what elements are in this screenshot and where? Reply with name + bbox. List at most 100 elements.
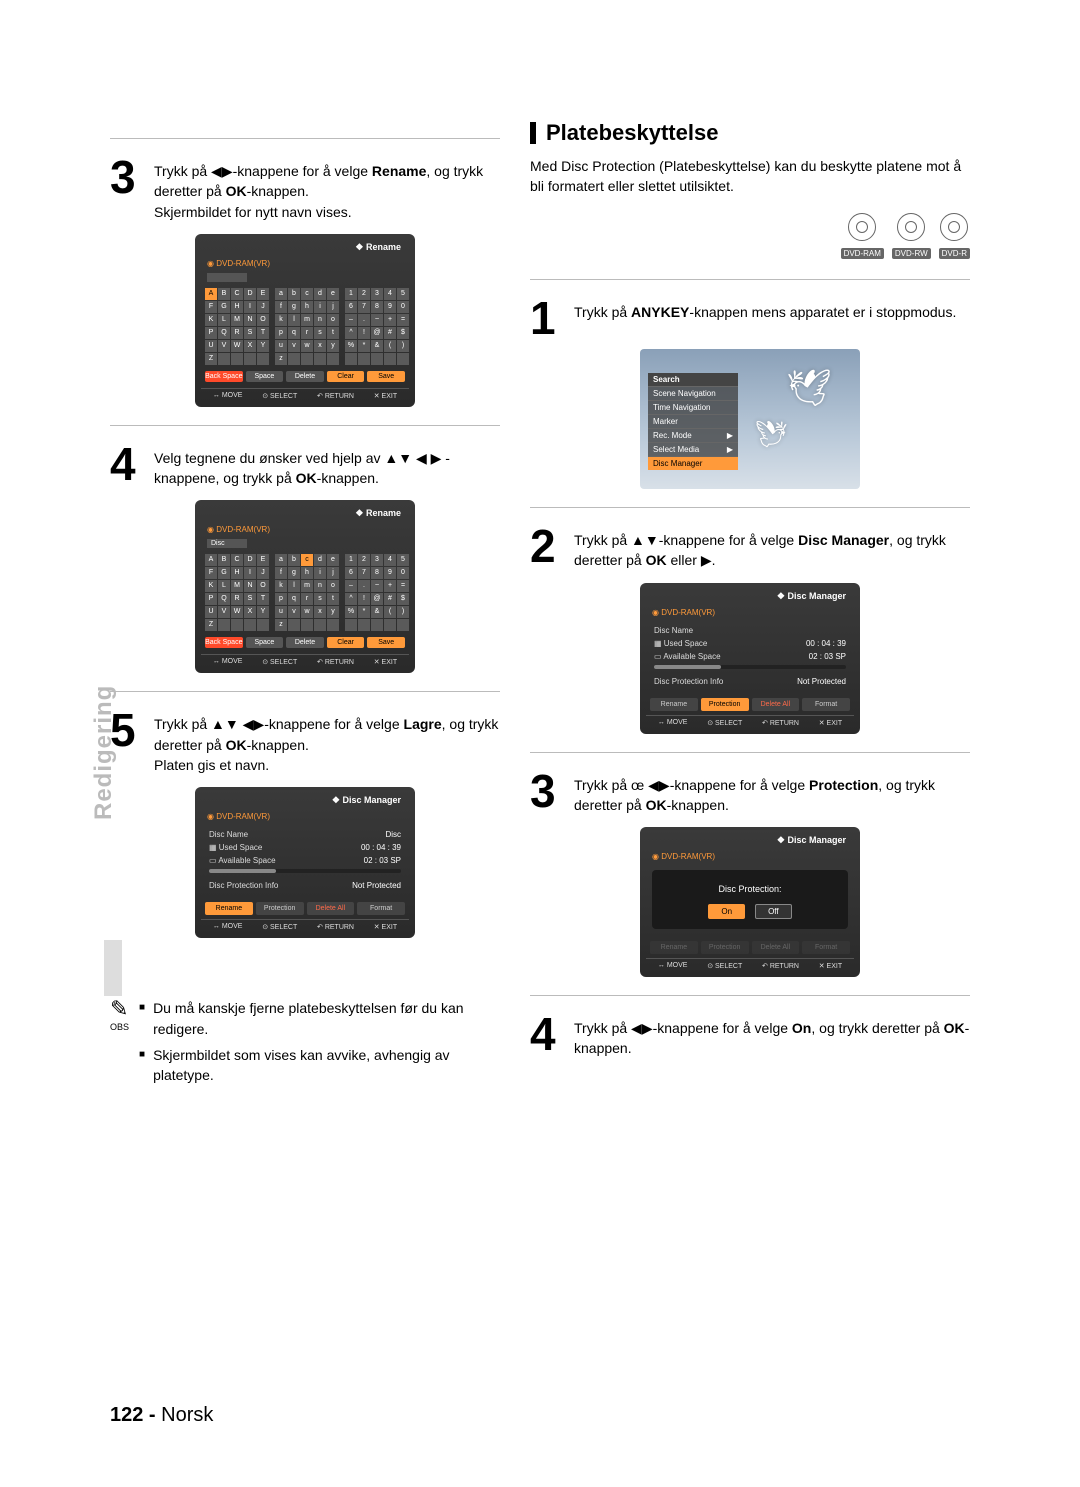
act-format: Format	[802, 698, 850, 711]
osd-footer: ↔ MOVE ⊙ SELECT ↶ RETURN ✕ EXIT	[201, 388, 409, 401]
b: OK	[944, 1020, 965, 1036]
keyboard: ABCDEFGHIJKLMNOPQRSTUVWXYZ abcdefghijklm…	[201, 284, 409, 369]
btn-clear: Clear	[327, 371, 365, 382]
t: Trykk på	[154, 716, 211, 732]
btn-clear: Clear	[327, 637, 365, 648]
page-content: 3 Trykk på ◀▶-knappene for å velge Renam…	[0, 0, 1080, 1152]
act-protection: Protection	[256, 902, 304, 915]
osd-sub: DVD-RAM(VR)	[646, 606, 854, 620]
act-rename: Rename	[650, 698, 698, 711]
dm-actions: Rename Protection Delete All Format	[646, 692, 854, 713]
b: On	[792, 1020, 811, 1036]
f: ✕ EXIT	[374, 392, 397, 400]
ctx-header: Search	[648, 373, 738, 386]
name-field: Disc	[207, 539, 247, 548]
osd-sub: DVD-RAM(VR)	[201, 257, 409, 271]
keys: ◀▶	[211, 163, 233, 179]
v: Disc	[385, 830, 401, 839]
divider	[530, 279, 970, 280]
disc-rw-icon: DVD-RW	[892, 213, 931, 261]
ctx-item: Scene Navigation	[648, 386, 738, 400]
t: Trykk på	[574, 1020, 631, 1036]
b: Disc Manager	[798, 532, 889, 548]
f: ✕ EXIT	[819, 719, 842, 727]
bird-icon: 🕊	[786, 367, 832, 409]
osd-disc-manager-right: Disc Manager DVD-RAM(VR) Disc Name ▦ Use…	[640, 583, 860, 734]
osd-rename-2: Rename DVD-RAM(VR) Disc ABCDEFGHIJKLMNOP…	[195, 500, 415, 673]
step-text: Trykk på ▲▼ ◀▶-knappene for å velge Lagr…	[154, 710, 500, 775]
f: ✕ EXIT	[374, 923, 397, 931]
k: Disc Name	[209, 830, 248, 839]
b: ANYKEY	[631, 304, 689, 320]
k: ▭ Available Space	[654, 652, 721, 661]
ctx-item-selected: Disc Manager	[648, 456, 738, 470]
dp-title: Disc Protection:	[652, 884, 848, 894]
left-column: 3 Trykk på ◀▶-knappene for å velge Renam…	[110, 120, 500, 1092]
kb-actions: Back Space Space Delete Clear Save	[201, 635, 409, 652]
section-desc: Med Disc Protection (Platebeskyttelse) k…	[530, 156, 970, 197]
btn-save: Save	[367, 371, 405, 382]
t: -knappene for å velge	[233, 163, 372, 179]
f: ↔ MOVE	[213, 923, 243, 931]
t: Trykk på	[574, 532, 631, 548]
step-r4: 4 Trykk på ◀▶-knappene for å velge On, o…	[530, 1014, 970, 1059]
b: Protection	[809, 777, 878, 793]
obs-item: Du må kanskje fjerne platebeskyttelsen f…	[139, 998, 500, 1039]
v: Not Protected	[797, 677, 846, 686]
osd-disc-protection: Disc Manager DVD-RAM(VR) Disc Protection…	[640, 827, 860, 977]
disc-r-icon: DVD-R	[939, 213, 970, 261]
f: ✕ EXIT	[819, 962, 842, 970]
preview-image: 🕊 🕊 Search Scene Navigation Time Navigat…	[640, 349, 860, 489]
v: 00 : 04 : 39	[806, 639, 846, 648]
f: ⊙ SELECT	[262, 658, 297, 666]
step-number: 3	[110, 157, 144, 222]
divider	[110, 138, 500, 139]
b: OK	[646, 797, 667, 813]
dm-body: Disc Name ▦ Used Space00 : 04 : 39 ▭ Ava…	[646, 620, 854, 692]
v: 02 : 03 SP	[809, 652, 846, 661]
k: ▭ Available Space	[209, 856, 276, 865]
obs-icon-wrap: ✎ OBS	[110, 998, 129, 1091]
osd-rename-1: Rename DVD-RAM(VR) ABCDEFGHIJKLMNOPQRSTU…	[195, 234, 415, 407]
divider	[530, 995, 970, 996]
b: OK	[296, 470, 317, 486]
right-column: Platebeskyttelse Med Disc Protection (Pl…	[530, 120, 970, 1092]
progress-bar	[209, 869, 401, 873]
sidebar-indicator	[104, 940, 122, 996]
obs-list: Du må kanskje fjerne platebeskyttelsen f…	[139, 998, 500, 1091]
v: 02 : 03 SP	[364, 856, 401, 865]
kb-actions: Back Space Space Delete Clear Save	[201, 369, 409, 386]
act-format: Format	[357, 902, 405, 915]
dp-on-button: On	[708, 904, 745, 919]
f: ⊙ SELECT	[262, 923, 297, 931]
t: .	[712, 552, 716, 568]
osd-footer: ↔ MOVE ⊙ SELECT ↶ RETURN ✕ EXIT	[201, 919, 409, 932]
act-protection: Protection	[701, 698, 749, 711]
pencil-icon: ✎	[110, 998, 129, 1020]
ctx-item: Marker	[648, 414, 738, 428]
btn-delete: Delete	[286, 371, 324, 382]
t: -knappene for å velge	[670, 777, 809, 793]
step-r1: 1 Trykk på ANYKEY-knappen mens apparatet…	[530, 298, 970, 339]
k: ▦ Used Space	[654, 639, 707, 648]
keyboard: ABCDEFGHIJKLMNOPQRSTUVWXYZ abcdefghijklm…	[201, 550, 409, 635]
dm-actions-ghost: Rename Protection Delete All Format	[646, 935, 854, 956]
dm-body: Disc NameDisc ▦ Used Space00 : 04 : 39 ▭…	[201, 824, 409, 896]
section-heading: Platebeskyttelse	[546, 120, 718, 146]
ctx-item: Time Navigation	[648, 400, 738, 414]
dm-actions: Rename Protection Delete All Format	[201, 896, 409, 917]
step-text: Trykk på ▲▼-knappene for å velge Disc Ma…	[574, 526, 970, 571]
b: Lagre	[404, 716, 442, 732]
ctx-item: Rec. Mode▶	[648, 428, 738, 442]
btn-space: Space	[246, 637, 284, 648]
osd-footer: ↔ MOVE ⊙ SELECT ↶ RETURN ✕ EXIT	[646, 958, 854, 971]
v: Not Protected	[352, 881, 401, 890]
obs-item: Skjermbildet som vises kan avvike, avhen…	[139, 1045, 500, 1086]
section-title: Platebeskyttelse	[530, 120, 970, 146]
k: ▦ Used Space	[209, 843, 262, 852]
step-r3: 3 Trykk på œ ◀▶-knappene for å velge Pro…	[530, 771, 970, 816]
step-number: 1	[530, 298, 564, 339]
f: ↔ MOVE	[658, 962, 688, 970]
osd-footer: ↔ MOVE ⊙ SELECT ↶ RETURN ✕ EXIT	[646, 715, 854, 728]
b: OK	[226, 183, 247, 199]
